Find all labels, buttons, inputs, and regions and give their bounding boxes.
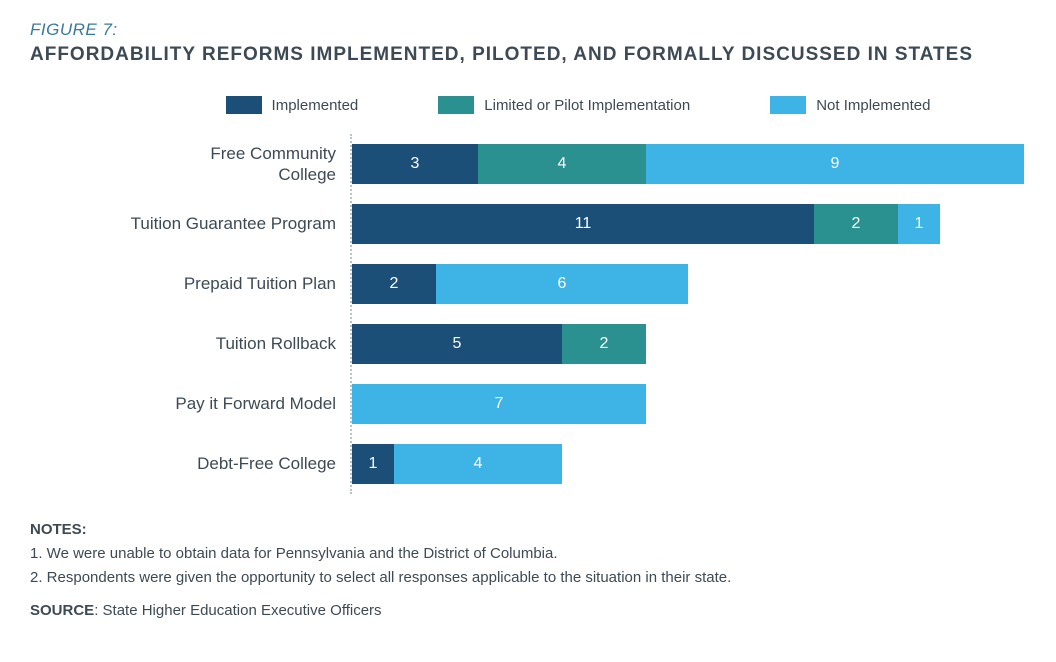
bar-stack: 7 xyxy=(352,384,646,424)
legend-item: Implemented xyxy=(226,96,359,114)
bar-segment: 2 xyxy=(562,324,646,364)
bar-segment: 5 xyxy=(352,324,562,364)
category-label: Pay it Forward Model xyxy=(30,374,350,434)
legend-label: Not Implemented xyxy=(816,97,930,114)
bar-stack: 14 xyxy=(352,444,562,484)
bar-segment: 4 xyxy=(478,144,646,184)
bar-segment: 2 xyxy=(814,204,898,244)
category-label: Debt-Free College xyxy=(30,434,350,494)
y-axis-labels: Free CommunityCollegeTuition Guarantee P… xyxy=(30,134,350,494)
figure-label: FIGURE 7: xyxy=(30,20,1026,40)
legend-label: Implemented xyxy=(272,97,359,114)
bars-region: 34911212652714 xyxy=(350,134,1026,494)
category-label: Free CommunityCollege xyxy=(30,134,350,194)
bar-stack: 1121 xyxy=(352,204,940,244)
bar-segment: 2 xyxy=(352,264,436,304)
source-text: : State Higher Education Executive Offic… xyxy=(94,602,381,619)
source-heading: SOURCE xyxy=(30,602,94,619)
bar-row: 349 xyxy=(352,134,1026,194)
legend: Implemented Limited or Pilot Implementat… xyxy=(130,96,1026,114)
category-label: Prepaid Tuition Plan xyxy=(30,254,350,314)
bar-row: 7 xyxy=(352,374,1026,434)
bar-stack: 52 xyxy=(352,324,646,364)
legend-swatch xyxy=(226,96,262,114)
bar-stack: 349 xyxy=(352,144,1024,184)
bar-row: 1121 xyxy=(352,194,1026,254)
bar-segment: 3 xyxy=(352,144,478,184)
bar-segment: 9 xyxy=(646,144,1024,184)
bar-row: 14 xyxy=(352,434,1026,494)
bar-row: 26 xyxy=(352,254,1026,314)
legend-swatch xyxy=(438,96,474,114)
legend-item: Limited or Pilot Implementation xyxy=(438,96,690,114)
bar-segment: 1 xyxy=(898,204,940,244)
figure-title: AFFORDABILITY REFORMS IMPLEMENTED, PILOT… xyxy=(30,44,1026,66)
category-label: Tuition Guarantee Program xyxy=(30,194,350,254)
bar-segment: 11 xyxy=(352,204,814,244)
bar-segment: 6 xyxy=(436,264,688,304)
notes-section: NOTES: 1. We were unable to obtain data … xyxy=(30,518,1026,590)
bar-row: 52 xyxy=(352,314,1026,374)
notes-item: 1. We were unable to obtain data for Pen… xyxy=(30,542,1026,566)
bar-segment: 4 xyxy=(394,444,562,484)
notes-item: 2. Respondents were given the opportunit… xyxy=(30,566,1026,590)
legend-item: Not Implemented xyxy=(770,96,930,114)
legend-label: Limited or Pilot Implementation xyxy=(484,97,690,114)
legend-swatch xyxy=(770,96,806,114)
bar-segment: 1 xyxy=(352,444,394,484)
category-label: Tuition Rollback xyxy=(30,314,350,374)
source-section: SOURCE: State Higher Education Executive… xyxy=(30,602,1026,619)
notes-heading: NOTES: xyxy=(30,518,1026,542)
bar-segment: 7 xyxy=(352,384,646,424)
chart-area: Free CommunityCollegeTuition Guarantee P… xyxy=(30,134,1026,494)
bar-stack: 26 xyxy=(352,264,688,304)
